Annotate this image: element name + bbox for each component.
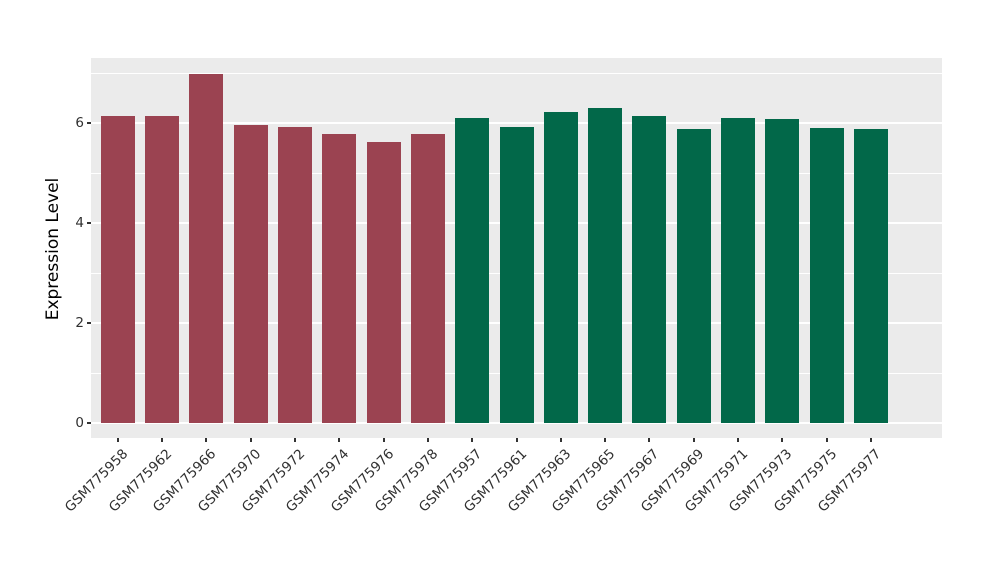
x-tick xyxy=(160,438,163,442)
bar-GSM775958 xyxy=(100,115,135,423)
bar-GSM775957 xyxy=(455,118,490,423)
bar-GSM775966 xyxy=(189,74,224,423)
bar-GSM775973 xyxy=(765,119,800,423)
minor-gridline xyxy=(91,72,942,74)
x-tick xyxy=(471,438,474,442)
y-tick-label: 0 xyxy=(75,415,84,431)
x-tick xyxy=(870,438,873,442)
x-tick xyxy=(692,438,695,442)
x-tick xyxy=(825,438,828,442)
y-tick xyxy=(87,222,91,224)
y-tick-label: 6 xyxy=(75,115,84,131)
y-axis-title: Expression Level xyxy=(43,177,63,321)
x-tick xyxy=(559,438,562,442)
x-tick xyxy=(737,438,740,442)
x-tick xyxy=(249,438,252,442)
bar-GSM775978 xyxy=(410,134,445,423)
bar-GSM775967 xyxy=(632,115,667,423)
x-tick xyxy=(293,438,296,442)
bar-GSM775974 xyxy=(322,134,357,423)
bar-GSM775972 xyxy=(277,126,312,423)
x-tick xyxy=(205,438,208,442)
bar-GSM775975 xyxy=(809,127,844,423)
y-tick xyxy=(87,322,91,324)
y-tick xyxy=(87,422,91,424)
bar-GSM775971 xyxy=(721,117,756,423)
x-tick xyxy=(338,438,341,442)
x-tick xyxy=(648,438,651,442)
x-tick xyxy=(781,438,784,442)
bar-GSM775969 xyxy=(676,129,711,423)
y-tick xyxy=(87,122,91,124)
bar-GSM775963 xyxy=(543,111,578,423)
bar-GSM775962 xyxy=(144,115,179,423)
major-gridline xyxy=(91,422,942,424)
y-tick-label: 2 xyxy=(75,315,84,331)
x-tick xyxy=(604,438,607,442)
bar-GSM775970 xyxy=(233,124,268,423)
x-tick xyxy=(116,438,119,442)
bar-GSM775961 xyxy=(499,126,534,423)
y-tick-label: 4 xyxy=(75,215,84,231)
x-tick xyxy=(382,438,385,442)
bar-GSM775976 xyxy=(366,141,401,423)
bar-GSM775965 xyxy=(588,108,623,423)
x-tick xyxy=(426,438,429,442)
major-gridline xyxy=(91,122,942,124)
bar-GSM775977 xyxy=(854,128,889,423)
x-tick xyxy=(515,438,518,442)
